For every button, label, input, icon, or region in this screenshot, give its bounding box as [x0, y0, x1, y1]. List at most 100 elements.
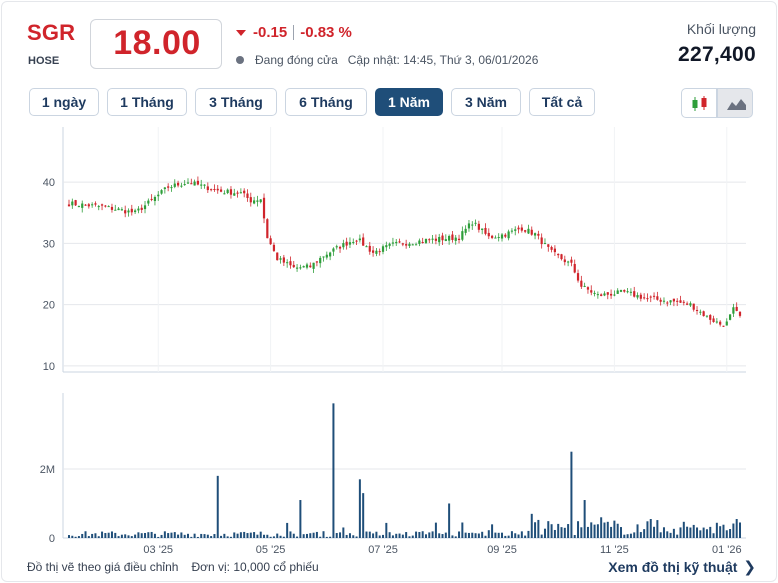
volume-bar	[302, 534, 305, 538]
price-tick-label: 20	[43, 300, 55, 312]
candle-body	[593, 292, 596, 294]
candle-body	[629, 291, 633, 293]
candle-body	[292, 264, 295, 268]
volume-bar	[421, 531, 424, 538]
volume-bar	[243, 531, 246, 538]
candle-body	[699, 311, 702, 313]
candle-body	[633, 291, 636, 297]
candle-body	[494, 237, 497, 239]
tab-3-month[interactable]: 3 Tháng	[195, 88, 277, 116]
volume-bar	[339, 532, 342, 538]
candlestick-chart-button[interactable]	[681, 88, 717, 118]
candle-body	[477, 223, 480, 230]
volume-bar	[385, 522, 388, 538]
candle-body	[193, 181, 196, 186]
area-chart-button[interactable]	[717, 88, 753, 118]
technical-chart-link[interactable]: Xem đồ thị kỹ thuật ❯	[608, 558, 756, 576]
volume-bar	[309, 533, 312, 538]
volume-bar	[256, 534, 259, 538]
candle-body	[421, 241, 424, 243]
candle-body	[213, 189, 216, 191]
candle-body	[576, 273, 580, 281]
volume-bar	[547, 521, 550, 538]
candle-body	[124, 210, 127, 214]
tab-1-month[interactable]: 1 Tháng	[107, 88, 187, 116]
volume-bar	[97, 536, 100, 538]
volume-bar	[570, 451, 573, 538]
candle-body	[444, 239, 447, 242]
volume-bar	[124, 534, 127, 538]
candle-body	[623, 289, 626, 292]
candle-body	[613, 294, 616, 296]
volume-bar	[147, 532, 150, 538]
volume-bar	[451, 535, 454, 538]
candle-body	[365, 246, 368, 248]
candle-body	[236, 192, 239, 194]
volume-bar	[696, 527, 699, 538]
volume-bar	[101, 531, 104, 538]
volume-bar	[223, 533, 226, 538]
volume-bar	[464, 532, 467, 538]
candle-body	[719, 321, 722, 325]
tab-1-day[interactable]: 1 ngày	[29, 88, 99, 116]
volume-bar	[203, 534, 206, 538]
volume-bar	[236, 533, 239, 538]
candle-body	[524, 230, 527, 232]
candle-body	[464, 228, 467, 233]
volume-bar	[418, 531, 421, 538]
volume-bar	[134, 534, 137, 538]
volume-bar	[662, 527, 665, 538]
candlestick-icon	[692, 96, 707, 111]
candle-body	[560, 254, 563, 260]
tab-3-year[interactable]: 3 Năm	[451, 88, 521, 116]
volume-bar	[643, 529, 646, 538]
candle-body	[266, 219, 269, 239]
tab-1-year[interactable]: 1 Năm	[375, 88, 443, 116]
volume-bar	[504, 535, 507, 538]
candle-body	[672, 298, 675, 302]
candle-body	[702, 311, 705, 317]
volume-bar	[71, 535, 74, 538]
candle-body	[414, 244, 418, 246]
volume-bar	[127, 535, 130, 538]
candle-body	[596, 294, 599, 296]
candle-body	[127, 210, 130, 213]
candle-body	[590, 290, 593, 293]
candle-body	[418, 240, 421, 244]
volume-bar	[114, 532, 117, 538]
candle-body	[299, 267, 302, 269]
candle-body	[153, 197, 157, 202]
volume-bar	[186, 533, 189, 538]
volume-bar	[342, 527, 345, 538]
candle-body	[335, 246, 338, 248]
candle-body	[272, 244, 276, 251]
candle-body	[81, 203, 84, 208]
candle-body	[176, 182, 180, 186]
footer-unit: Đơn vị: 10,000 cổ phiếu	[191, 560, 319, 574]
volume-bar	[540, 534, 543, 538]
volume-bar	[494, 532, 497, 538]
candle-body	[210, 189, 213, 191]
volume-bar	[137, 532, 140, 538]
tab-all[interactable]: Tất cả	[529, 88, 595, 116]
candle-body	[309, 265, 312, 268]
volume-bar	[94, 533, 97, 538]
volume-series	[68, 403, 741, 538]
volume-bar	[104, 533, 107, 538]
price-tick-label: 30	[43, 238, 55, 250]
candle-body	[626, 291, 629, 293]
volume-bar	[666, 531, 669, 538]
volume-bar	[216, 475, 219, 538]
tab-6-month[interactable]: 6 Tháng	[285, 88, 367, 116]
candle-body	[381, 246, 385, 252]
volume-bar	[702, 527, 705, 538]
candle-body	[609, 293, 613, 296]
x-tick-label: 03 '25	[143, 544, 173, 556]
candle-body	[543, 243, 547, 245]
volume-bar	[669, 532, 672, 538]
footer-note: Đồ thị vẽ theo giá điều chỉnh	[27, 560, 179, 574]
volume-bar	[249, 532, 252, 538]
volume-bar	[527, 530, 530, 538]
volume-bar	[382, 534, 385, 538]
candle-body	[295, 267, 299, 269]
